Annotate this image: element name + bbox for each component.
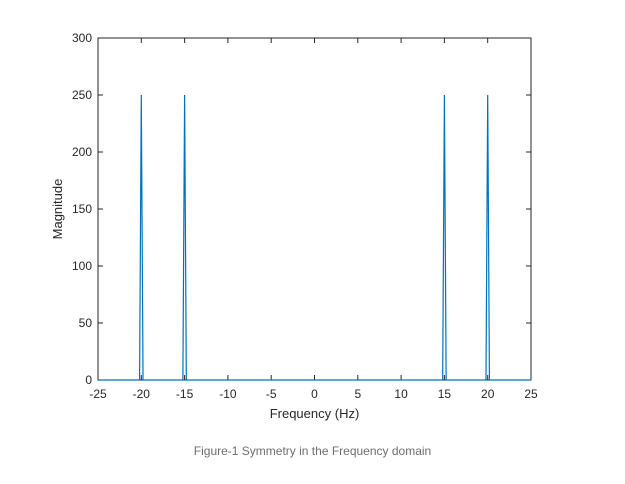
y-tick-label: 0	[85, 373, 92, 387]
series-layer	[98, 94, 531, 381]
plot-area	[97, 37, 532, 381]
x-tick-label: 5	[354, 387, 361, 401]
x-tick-label: -25	[89, 387, 107, 401]
ticks-layer: -25 -20 -15 -10 -5 0 5 10 15 20 250501001502002503…	[72, 31, 538, 401]
y-tick-label: 50	[79, 316, 93, 330]
x-tick-label: -5	[266, 387, 277, 401]
y-tick-label: 150	[72, 202, 92, 216]
y-tick-label: 300	[72, 31, 92, 45]
figure-caption: Figure-1 Symmetry in the Frequency domai…	[193, 444, 432, 458]
series-line	[98, 94, 531, 381]
x-tick-label: -15	[176, 387, 194, 401]
x-tick-label: 25	[524, 387, 538, 401]
y-tick-label: 100	[72, 259, 92, 273]
x-tick-label: 0	[311, 387, 318, 401]
x-tick-label: 20	[481, 387, 495, 401]
x-tick-label: -10	[219, 387, 237, 401]
y-axis-label: Magnitude	[50, 179, 65, 240]
chart: -25 -20 -15 -10 -5 0 5 10 15 20 250501001502002503…	[50, 31, 538, 421]
y-tick-label: 250	[72, 88, 92, 102]
x-tick-label: 10	[394, 387, 408, 401]
x-tick-label: 15	[438, 387, 452, 401]
y-tick-label: 200	[72, 145, 92, 159]
x-axis-label: Frequency (Hz)	[270, 406, 360, 421]
x-tick-label: -20	[133, 387, 151, 401]
